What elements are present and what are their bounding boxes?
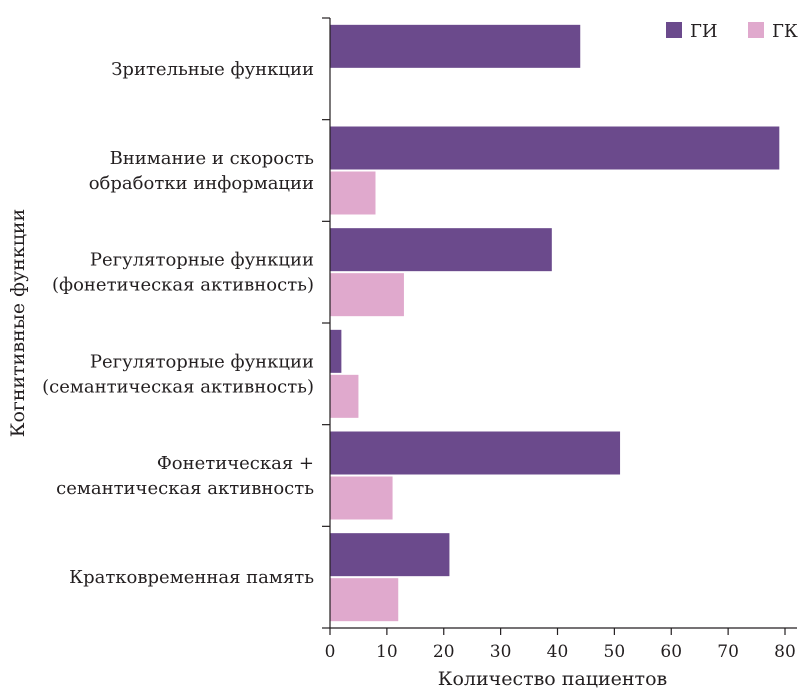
x-ticks: 0 10 20 30 40 50 60 70 80 xyxy=(325,628,796,662)
category-labels: Зрительные функции Внимание и скорость обр… xyxy=(42,59,314,588)
x-tick-label: 60 xyxy=(660,642,682,662)
category-label: Регуляторные функции xyxy=(90,250,314,271)
category-label: Зрительные функции xyxy=(111,59,314,80)
bar-gi-3 xyxy=(330,329,342,373)
category-label: (семантическая активность) xyxy=(42,376,314,397)
category-label: Кратковременная память xyxy=(69,567,314,588)
x-tick-label: 70 xyxy=(717,642,739,662)
axes-layer xyxy=(322,17,797,629)
x-tick-label: 50 xyxy=(604,642,626,662)
legend-label-gi: ГИ xyxy=(690,21,718,42)
x-axis-title: Количество пациентов xyxy=(438,668,667,690)
x-tick-label: 10 xyxy=(376,642,398,662)
bar-gi-0 xyxy=(330,24,581,68)
x-tick-label: 30 xyxy=(490,642,512,662)
category-label: семантическая активность xyxy=(56,478,314,499)
bar-gi-4 xyxy=(330,431,621,475)
category-label: Фонетическая + xyxy=(157,453,314,474)
category-label: обработки информации xyxy=(89,173,314,194)
legend-label-gk: ГК xyxy=(772,21,798,42)
bar-gi-5 xyxy=(330,533,450,577)
bar-gi-2 xyxy=(330,228,552,272)
x-tick-label: 80 xyxy=(774,642,796,662)
x-tick-label: 0 xyxy=(325,642,336,662)
legend: ГИ ГК xyxy=(666,21,798,42)
category-label: Регуляторные функции xyxy=(90,351,314,372)
bar-gk-3 xyxy=(330,374,359,418)
bars-layer xyxy=(330,24,780,622)
bar-gk-2 xyxy=(330,273,404,317)
legend-swatch-gk xyxy=(748,22,764,38)
x-tick-label: 20 xyxy=(433,642,455,662)
bar-gi-1 xyxy=(330,126,780,170)
x-tick-label: 40 xyxy=(547,642,569,662)
bar-gk-1 xyxy=(330,171,376,215)
y-axis-title: Когнитивные функции xyxy=(7,209,29,438)
category-label: Внимание и скорость xyxy=(110,148,315,169)
bar-gk-5 xyxy=(330,578,399,622)
legend-swatch-gi xyxy=(666,22,682,38)
category-label: (фонетическая активность) xyxy=(52,275,314,296)
bar-gk-4 xyxy=(330,476,393,520)
